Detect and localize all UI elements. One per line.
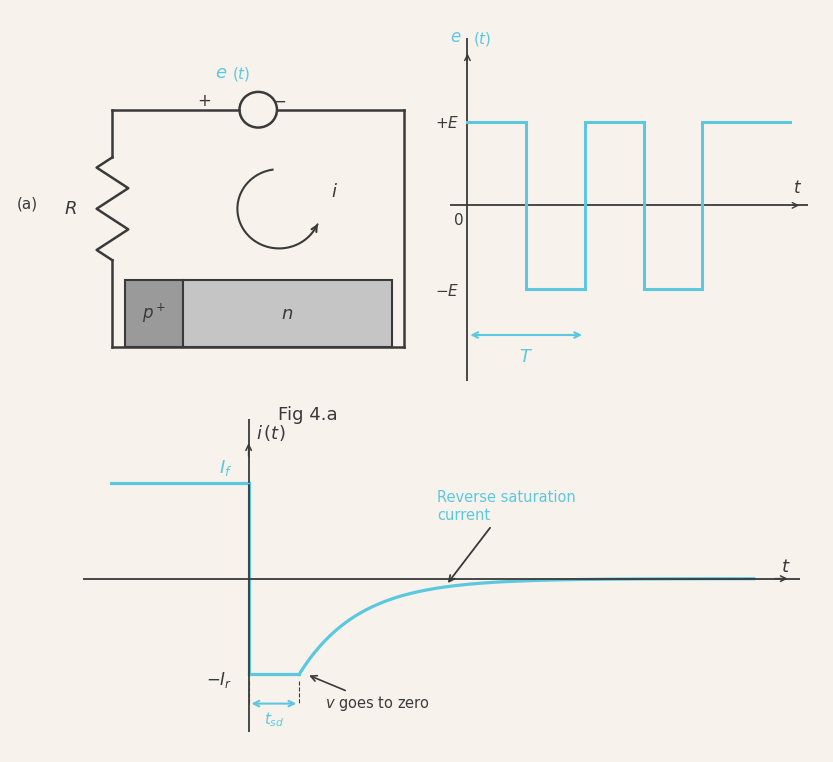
Text: $-I_r$: $-I_r$ bbox=[206, 671, 232, 690]
Text: $v$ goes to zero: $v$ goes to zero bbox=[311, 676, 430, 713]
Text: $I_f$: $I_f$ bbox=[219, 458, 232, 478]
Text: $-E$: $-E$ bbox=[435, 283, 460, 299]
Text: $0$: $0$ bbox=[453, 212, 463, 228]
Bar bbox=[125, 280, 183, 347]
Bar bbox=[183, 280, 392, 347]
Text: Fig 4.a: Fig 4.a bbox=[278, 406, 338, 424]
Text: +: + bbox=[197, 91, 211, 110]
Text: $(t)$: $(t)$ bbox=[473, 30, 491, 49]
Text: $T$: $T$ bbox=[519, 347, 533, 366]
Text: $t$: $t$ bbox=[781, 558, 791, 576]
Text: $i\,(t)$: $i\,(t)$ bbox=[256, 423, 286, 443]
Text: (a): (a) bbox=[17, 197, 37, 212]
Text: $(t)$: $(t)$ bbox=[232, 65, 251, 82]
Text: $p^+$: $p^+$ bbox=[142, 303, 167, 325]
Text: $e$: $e$ bbox=[450, 28, 461, 46]
Text: $+E$: $+E$ bbox=[435, 114, 460, 130]
Text: $n$: $n$ bbox=[282, 305, 293, 323]
Text: $t$: $t$ bbox=[793, 179, 802, 197]
Text: $i$: $i$ bbox=[331, 183, 338, 201]
Text: $R$: $R$ bbox=[64, 200, 77, 218]
Text: $t_{sd}$: $t_{sd}$ bbox=[264, 710, 284, 729]
Text: Reverse saturation
current: Reverse saturation current bbox=[436, 491, 576, 581]
Text: $-$: $-$ bbox=[272, 91, 286, 110]
Text: $e$: $e$ bbox=[215, 64, 227, 82]
